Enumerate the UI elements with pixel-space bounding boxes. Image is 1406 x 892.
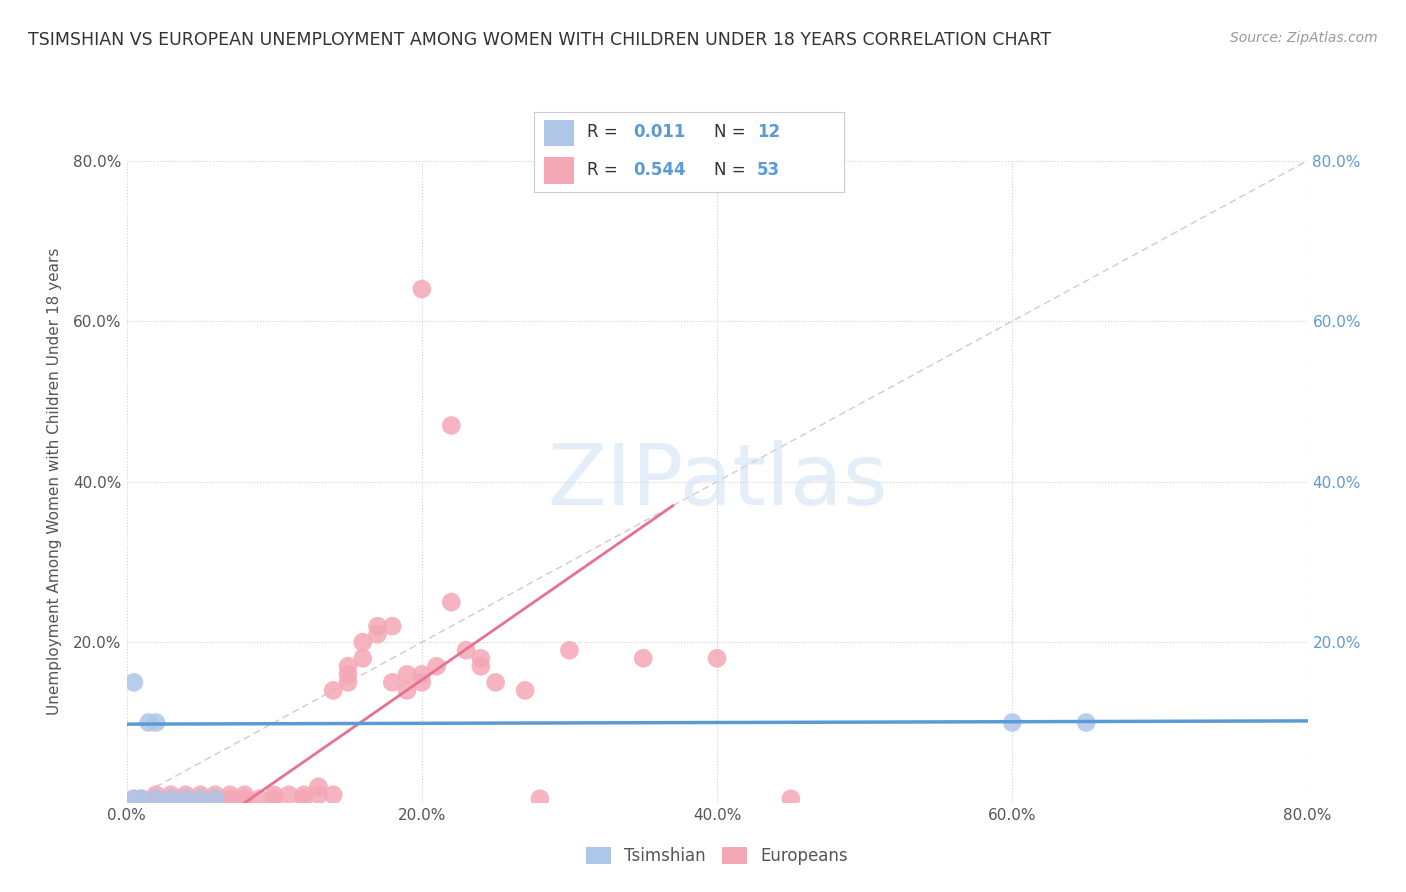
Point [129,792,153,806]
Point [292,788,315,802]
Bar [544,120,575,146]
Point [322,788,344,802]
Point [396,667,419,681]
Point [219,788,242,802]
Point [263,788,285,802]
Point [145,788,167,802]
Point [337,659,360,673]
Point [411,667,433,681]
Point [366,627,388,641]
Point [454,643,477,657]
Point [292,792,315,806]
Point [558,643,581,657]
Point [145,792,167,806]
Point [188,792,211,806]
Text: Source: ZipAtlas.com: Source: ZipAtlas.com [1230,31,1378,45]
Point [219,792,242,806]
Point [159,792,183,806]
Point [233,792,256,806]
Point [470,659,492,673]
Point [529,792,551,806]
Point [440,418,463,433]
Point [779,792,801,806]
Point [440,595,463,609]
Point [204,792,226,806]
Point [122,675,145,690]
Point [307,780,329,794]
Point [1076,715,1098,730]
Point [515,683,537,698]
Point [145,715,167,730]
Point [425,659,447,673]
Text: 12: 12 [756,123,780,141]
Point [122,792,145,806]
Point [188,792,211,806]
Point [174,792,197,806]
Point [381,675,404,690]
Point [204,788,226,802]
Legend: Tsimshian, Europeans: Tsimshian, Europeans [579,840,855,871]
Point [188,788,211,802]
Point [145,792,167,806]
Text: ZIPatlas: ZIPatlas [547,440,887,524]
Point [631,651,654,665]
Y-axis label: Unemployment Among Women with Children Under 18 years: Unemployment Among Women with Children U… [46,248,62,715]
Point [307,788,329,802]
Point [337,667,360,681]
Text: N =: N = [714,123,751,141]
Point [278,788,301,802]
Text: 53: 53 [756,161,780,179]
Point [484,675,508,690]
Text: TSIMSHIAN VS EUROPEAN UNEMPLOYMENT AMONG WOMEN WITH CHILDREN UNDER 18 YEARS CORR: TSIMSHIAN VS EUROPEAN UNEMPLOYMENT AMONG… [28,31,1052,49]
Point [263,792,285,806]
Text: R =: R = [586,123,623,141]
Point [159,788,183,802]
Text: R =: R = [586,161,623,179]
Text: 0.011: 0.011 [633,123,686,141]
Point [138,715,160,730]
Point [322,683,344,698]
Point [470,651,492,665]
Point [352,651,374,665]
Point [366,619,388,633]
Point [381,619,404,633]
Text: 0.544: 0.544 [633,161,686,179]
Point [247,792,270,806]
Point [706,651,728,665]
Text: N =: N = [714,161,751,179]
Point [233,788,256,802]
Point [159,792,183,806]
Point [174,792,197,806]
Point [129,792,153,806]
Point [411,675,433,690]
Point [204,792,226,806]
Point [352,635,374,649]
Point [411,282,433,296]
Bar [544,157,575,184]
Point [174,788,197,802]
Point [122,792,145,806]
Point [337,675,360,690]
Point [1001,715,1024,730]
Point [396,683,419,698]
